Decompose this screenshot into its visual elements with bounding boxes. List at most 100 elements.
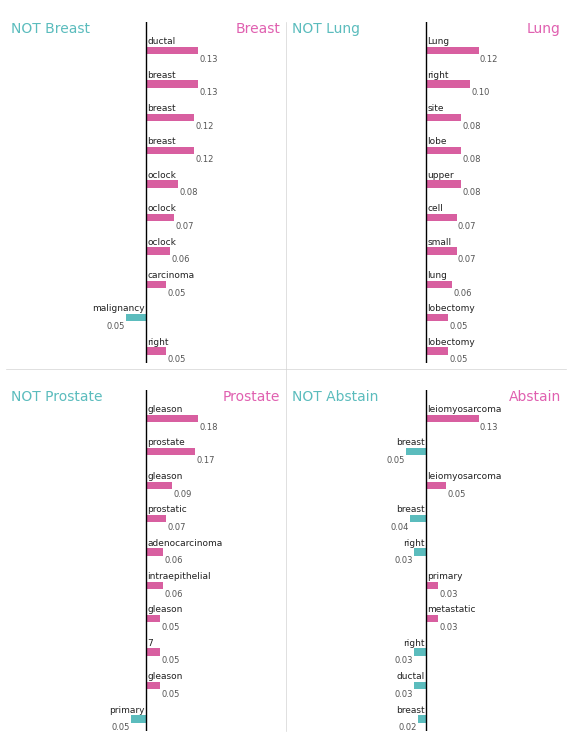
Bar (426, 180, 461, 187)
Text: 0.03: 0.03 (439, 623, 458, 632)
Text: 0.07: 0.07 (458, 255, 476, 264)
Text: 0.12: 0.12 (480, 55, 498, 64)
Bar (146, 114, 194, 121)
Bar (146, 214, 174, 221)
Text: 0.18: 0.18 (200, 423, 218, 432)
Text: NOT Breast: NOT Breast (11, 22, 90, 36)
Text: carcinoma: carcinoma (147, 271, 194, 280)
Text: lung: lung (427, 271, 447, 280)
Text: 0.13: 0.13 (200, 55, 218, 64)
Text: NOT Prostate: NOT Prostate (11, 390, 103, 404)
Text: Lung: Lung (427, 37, 450, 46)
Text: gleason: gleason (147, 672, 182, 681)
Bar (146, 80, 198, 88)
Text: 0.12: 0.12 (196, 122, 214, 131)
Text: 0.02: 0.02 (399, 723, 417, 732)
Text: 0.06: 0.06 (165, 590, 183, 599)
Text: primary: primary (109, 706, 145, 714)
Text: lobectomy: lobectomy (427, 338, 475, 347)
Text: 0.03: 0.03 (439, 590, 458, 599)
Bar (426, 46, 479, 54)
Bar (426, 348, 448, 355)
Bar (146, 348, 166, 355)
Text: breast: breast (147, 71, 176, 80)
Text: 0.06: 0.06 (171, 255, 190, 264)
Bar (426, 582, 438, 589)
Bar (146, 147, 194, 154)
Text: Lung: Lung (527, 22, 561, 36)
Text: lobe: lobe (427, 137, 447, 146)
Bar (146, 247, 170, 255)
Text: 0.05: 0.05 (449, 356, 467, 365)
Bar (406, 448, 426, 455)
Text: 0.06: 0.06 (454, 289, 472, 297)
Text: oclock: oclock (147, 238, 176, 246)
Text: 0.05: 0.05 (162, 657, 180, 666)
Text: NOT Abstain: NOT Abstain (292, 390, 378, 404)
Text: 0.07: 0.07 (176, 222, 194, 231)
Text: 0.03: 0.03 (394, 657, 413, 666)
Text: right: right (403, 539, 425, 548)
Text: breast: breast (396, 706, 425, 714)
Bar (410, 515, 426, 523)
Text: leiomyosarcoma: leiomyosarcoma (427, 405, 502, 414)
Text: 0.05: 0.05 (447, 489, 466, 498)
Text: 0.03: 0.03 (394, 556, 413, 565)
Text: 0.05: 0.05 (167, 356, 186, 365)
Text: 0.05: 0.05 (162, 690, 180, 699)
Text: 0.06: 0.06 (165, 556, 183, 565)
Text: gleason: gleason (147, 472, 182, 481)
Text: ductal: ductal (147, 37, 175, 46)
Text: 0.12: 0.12 (196, 155, 214, 164)
Bar (426, 280, 452, 288)
Text: breast: breast (147, 104, 176, 113)
Text: gleason: gleason (147, 605, 182, 615)
Bar (426, 615, 438, 622)
Text: right: right (403, 639, 425, 648)
Text: malignancy: malignancy (92, 304, 145, 314)
Bar (426, 80, 470, 88)
Bar (146, 180, 178, 187)
Text: 0.08: 0.08 (462, 122, 481, 131)
Text: 7: 7 (147, 639, 153, 648)
Text: 0.08: 0.08 (462, 155, 481, 164)
Text: 0.03: 0.03 (394, 690, 413, 699)
Text: adenocarcinoma: adenocarcinoma (147, 539, 223, 548)
Text: ductal: ductal (397, 672, 425, 681)
Bar (414, 682, 426, 689)
Bar (131, 715, 146, 723)
Text: site: site (427, 104, 444, 113)
Bar (146, 515, 166, 523)
Bar (146, 615, 161, 622)
Text: 0.13: 0.13 (200, 89, 218, 97)
Text: upper: upper (427, 170, 454, 180)
Bar (426, 247, 457, 255)
Text: leiomyosarcoma: leiomyosarcoma (427, 472, 502, 481)
Bar (426, 415, 479, 422)
Text: 0.08: 0.08 (180, 188, 198, 198)
Text: cell: cell (427, 204, 443, 213)
Text: small: small (427, 238, 451, 246)
Text: 0.05: 0.05 (386, 456, 405, 465)
Bar (414, 548, 426, 556)
Bar (146, 46, 198, 54)
Text: Prostate: Prostate (223, 390, 280, 404)
Text: intraepithelial: intraepithelial (147, 572, 210, 581)
Bar (418, 715, 426, 723)
Text: 0.10: 0.10 (471, 89, 490, 97)
Bar (426, 114, 461, 121)
Bar (414, 649, 426, 656)
Bar (146, 649, 161, 656)
Text: 0.09: 0.09 (173, 489, 192, 498)
Text: 0.05: 0.05 (449, 322, 467, 331)
Text: 0.05: 0.05 (106, 322, 125, 331)
Text: NOT Lung: NOT Lung (292, 22, 360, 36)
Bar (146, 448, 196, 455)
Bar (426, 147, 461, 154)
Text: right: right (147, 338, 169, 347)
Text: 0.13: 0.13 (480, 423, 498, 432)
Text: 0.05: 0.05 (112, 723, 130, 732)
Text: 0.05: 0.05 (167, 289, 186, 297)
Text: oclock: oclock (147, 204, 176, 213)
Bar (146, 548, 164, 556)
